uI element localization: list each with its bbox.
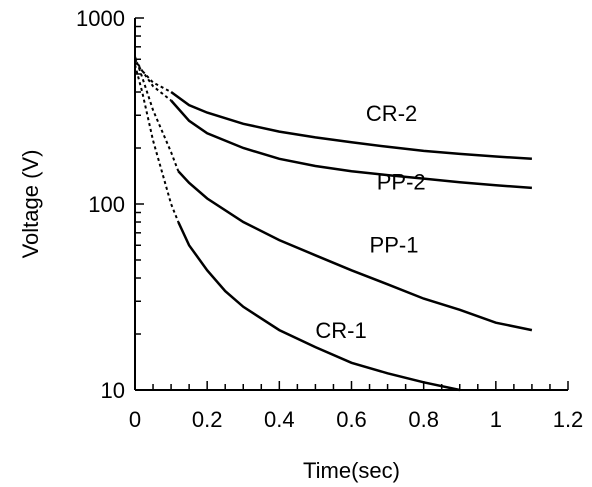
- series-cr-2: [134, 61, 532, 161]
- y-ticks: 10 100 1000: [76, 6, 144, 403]
- series-line-dashed: [134, 56, 180, 172]
- series-line-dashed: [134, 64, 180, 223]
- series-line: [177, 221, 461, 392]
- x-tick-label: 0: [129, 407, 141, 432]
- y-axis-title: Voltage (V): [18, 150, 43, 259]
- series-lines: [134, 56, 533, 392]
- series-line-dashed: [134, 58, 172, 102]
- x-tick-label: 0.8: [408, 407, 439, 432]
- series-cr-1: [134, 64, 461, 392]
- y-tick-label: 1000: [76, 6, 125, 31]
- series-label: CR-1: [315, 318, 366, 343]
- series-line: [177, 170, 533, 332]
- x-tick-label: 1.2: [553, 407, 584, 432]
- x-axis-title: Time(sec): [303, 458, 400, 483]
- series-line: [170, 90, 532, 161]
- series-labels: CR-2 PP-2 PP-1 CR-1: [315, 101, 425, 343]
- series-label: PP-1: [370, 232, 419, 257]
- series-label: PP-2: [377, 169, 426, 194]
- plot-area: 0 0.2 0.4 0.6 0.8 1 1.2 10 100 1000 CR-2 PP-2 PP-1…: [76, 6, 583, 432]
- series-line: [170, 99, 532, 190]
- x-ticks: 0 0.2 0.4 0.6 0.8 1 1.2: [129, 381, 583, 432]
- x-tick-label: 0.4: [264, 407, 295, 432]
- x-tick-label: 1: [490, 407, 502, 432]
- series-pp-2: [134, 58, 532, 190]
- series-label: CR-2: [366, 101, 417, 126]
- x-tick-label: 0.2: [192, 407, 223, 432]
- y-tick-label: 100: [88, 192, 125, 217]
- x-tick-label: 0.6: [336, 407, 367, 432]
- series-pp-1: [134, 56, 533, 332]
- series-line-dashed: [134, 61, 172, 93]
- y-tick-label: 10: [101, 378, 125, 403]
